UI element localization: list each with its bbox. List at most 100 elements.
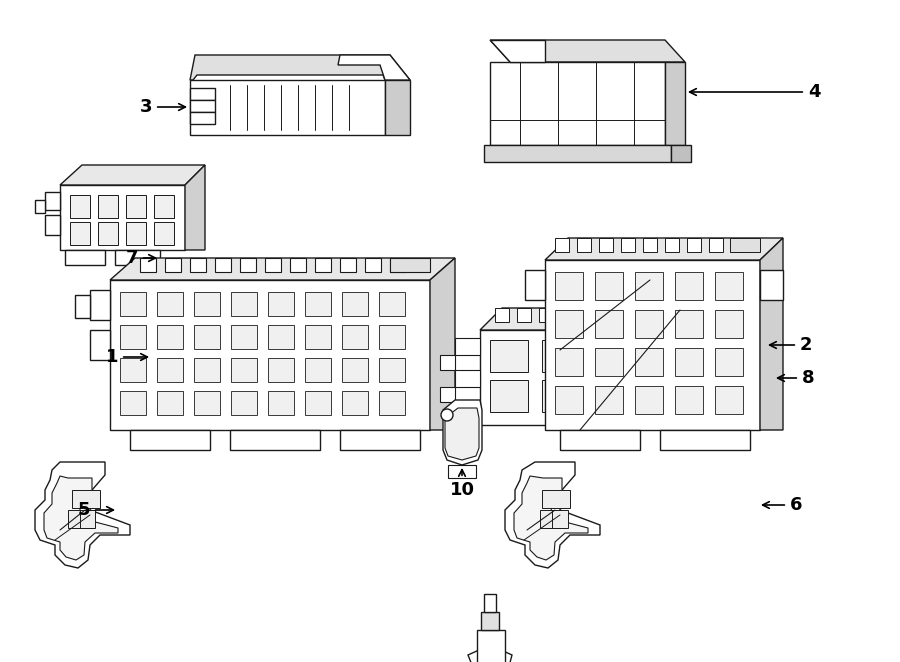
Polygon shape — [190, 258, 206, 272]
Polygon shape — [709, 238, 723, 252]
Polygon shape — [560, 430, 640, 450]
Polygon shape — [555, 272, 583, 300]
Polygon shape — [687, 238, 701, 252]
Text: 5: 5 — [77, 501, 113, 519]
Polygon shape — [231, 325, 257, 349]
Polygon shape — [760, 270, 783, 300]
Polygon shape — [542, 380, 580, 412]
Text: 8: 8 — [778, 369, 814, 387]
Polygon shape — [490, 40, 545, 62]
Polygon shape — [165, 258, 181, 272]
Polygon shape — [379, 391, 405, 415]
Polygon shape — [700, 308, 722, 425]
Polygon shape — [715, 348, 743, 376]
Polygon shape — [700, 338, 720, 355]
Polygon shape — [90, 330, 110, 360]
Polygon shape — [555, 386, 583, 414]
Polygon shape — [545, 238, 783, 260]
Polygon shape — [231, 358, 257, 382]
Polygon shape — [379, 292, 405, 316]
Polygon shape — [44, 476, 118, 560]
Polygon shape — [120, 292, 146, 316]
Polygon shape — [646, 340, 684, 372]
Polygon shape — [448, 465, 476, 478]
Polygon shape — [481, 612, 499, 630]
Polygon shape — [290, 258, 306, 272]
Polygon shape — [540, 510, 568, 528]
Polygon shape — [480, 330, 700, 425]
Polygon shape — [595, 310, 623, 338]
Polygon shape — [443, 400, 482, 465]
Polygon shape — [671, 145, 691, 162]
Polygon shape — [305, 358, 331, 382]
Polygon shape — [671, 308, 685, 322]
Polygon shape — [70, 195, 90, 218]
Polygon shape — [342, 391, 368, 415]
Polygon shape — [154, 222, 174, 245]
Polygon shape — [646, 380, 684, 412]
Polygon shape — [715, 386, 743, 414]
Polygon shape — [455, 338, 480, 355]
Polygon shape — [720, 387, 733, 402]
Polygon shape — [45, 215, 60, 235]
Polygon shape — [542, 490, 570, 508]
Polygon shape — [231, 292, 257, 316]
Polygon shape — [539, 308, 553, 322]
Polygon shape — [35, 462, 130, 568]
Polygon shape — [594, 340, 632, 372]
Polygon shape — [484, 594, 496, 612]
Polygon shape — [98, 222, 118, 245]
Polygon shape — [455, 402, 480, 418]
Polygon shape — [68, 510, 95, 528]
Polygon shape — [605, 308, 619, 322]
Polygon shape — [665, 238, 679, 252]
Polygon shape — [660, 430, 750, 450]
Polygon shape — [190, 55, 410, 80]
Polygon shape — [583, 308, 597, 322]
Polygon shape — [649, 308, 663, 322]
Polygon shape — [157, 292, 183, 316]
Circle shape — [441, 409, 453, 421]
Polygon shape — [98, 195, 118, 218]
Polygon shape — [477, 630, 505, 662]
Polygon shape — [490, 340, 528, 372]
Polygon shape — [130, 430, 210, 450]
Polygon shape — [715, 272, 743, 300]
Polygon shape — [445, 408, 479, 460]
Polygon shape — [120, 325, 146, 349]
Polygon shape — [268, 292, 294, 316]
Polygon shape — [140, 258, 156, 272]
Polygon shape — [240, 258, 256, 272]
Polygon shape — [700, 402, 720, 418]
Text: 4: 4 — [689, 83, 821, 101]
Polygon shape — [379, 358, 405, 382]
Polygon shape — [90, 290, 110, 320]
Polygon shape — [60, 185, 185, 250]
Polygon shape — [65, 250, 105, 265]
Polygon shape — [635, 348, 663, 376]
Polygon shape — [110, 258, 455, 280]
Polygon shape — [385, 80, 410, 135]
Polygon shape — [120, 358, 146, 382]
Polygon shape — [760, 238, 783, 430]
Polygon shape — [675, 348, 703, 376]
Polygon shape — [190, 100, 215, 112]
Polygon shape — [430, 258, 455, 430]
Text: 2: 2 — [770, 336, 813, 354]
Polygon shape — [675, 310, 703, 338]
Polygon shape — [635, 272, 663, 300]
Polygon shape — [517, 308, 531, 322]
Polygon shape — [390, 258, 406, 272]
Polygon shape — [154, 195, 174, 218]
Polygon shape — [342, 325, 368, 349]
Polygon shape — [621, 238, 635, 252]
Polygon shape — [599, 238, 613, 252]
Polygon shape — [75, 295, 90, 318]
Polygon shape — [490, 40, 685, 62]
Text: 6: 6 — [762, 496, 803, 514]
Polygon shape — [110, 280, 430, 430]
Polygon shape — [545, 260, 760, 430]
Polygon shape — [268, 325, 294, 349]
Text: 9: 9 — [0, 661, 1, 662]
Polygon shape — [194, 292, 220, 316]
